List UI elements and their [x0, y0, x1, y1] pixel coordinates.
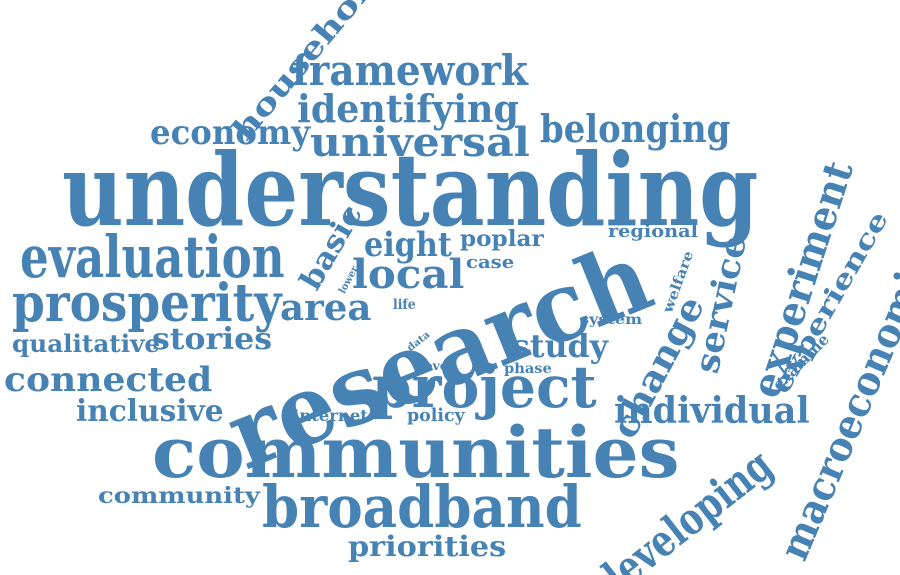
word-phase: phase	[504, 361, 552, 377]
word-broadband: broadband	[262, 473, 582, 541]
word-belonging: belonging	[540, 106, 731, 151]
word-regional: regional	[608, 221, 698, 242]
word-internet: internet	[293, 406, 368, 425]
word-qualitative: qualitative	[12, 329, 161, 358]
word-economy: economy	[150, 113, 311, 153]
word-prosperity: prosperity	[12, 273, 282, 334]
word-inclusive: inclusive	[76, 394, 224, 429]
word-evaluation: evaluation	[20, 223, 285, 291]
word-priorities: priorities	[348, 530, 507, 563]
word-level: level	[420, 359, 453, 373]
word-area: area	[280, 287, 372, 329]
word-framework: framework	[292, 46, 528, 95]
word-local: local	[352, 251, 465, 298]
word-system: system	[580, 312, 643, 328]
word-individual: individual	[614, 390, 810, 432]
word-study: study	[512, 327, 609, 365]
word-community: community	[98, 483, 260, 509]
word-connected: connected	[4, 360, 213, 400]
word-understanding: understanding	[62, 131, 759, 249]
word-communities: communities	[152, 411, 680, 494]
word-policy: policy	[407, 405, 465, 426]
word-identifying: identifying	[297, 86, 519, 131]
word-life: life	[393, 297, 416, 313]
word-project: project	[372, 353, 597, 421]
word-case: case	[466, 252, 515, 273]
word-poplar: poplar	[460, 226, 544, 252]
word-universal: universal	[310, 119, 530, 166]
word-eight: eight	[364, 225, 452, 265]
word-stories: stories	[152, 322, 272, 357]
